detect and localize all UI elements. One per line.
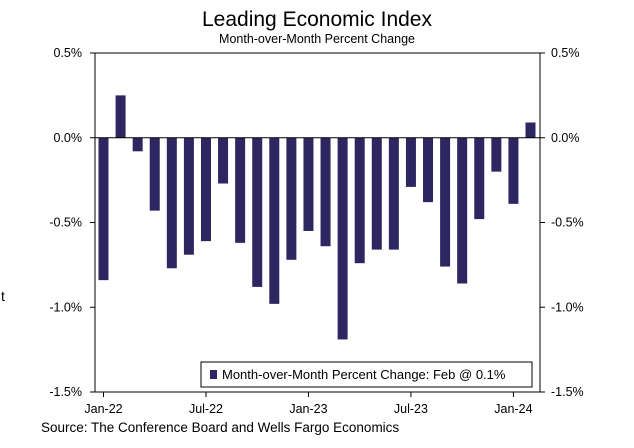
stray-text: t bbox=[1, 288, 5, 304]
bar bbox=[440, 137, 451, 267]
chart-title: Leading Economic Index bbox=[202, 8, 432, 31]
bar bbox=[508, 137, 519, 204]
y-tick-label-right: 0.0% bbox=[551, 131, 580, 145]
bar bbox=[115, 95, 126, 138]
bar bbox=[132, 137, 143, 152]
legend-label: Month-over-Month Percent Change: Feb @ 0… bbox=[222, 367, 506, 382]
bar bbox=[371, 137, 382, 250]
y-tick-label-left: 0.0% bbox=[54, 131, 83, 145]
x-tick-label: Jul-22 bbox=[189, 402, 223, 416]
y-axis-right: 0.5% 0.0% -0.5% -1.0% -1.5% bbox=[540, 46, 584, 399]
bar bbox=[98, 137, 109, 281]
bar bbox=[320, 137, 331, 247]
bar bbox=[252, 137, 263, 287]
bar bbox=[388, 137, 399, 250]
bar bbox=[166, 137, 177, 269]
bar bbox=[337, 137, 348, 340]
y-axis-left: 0.5% 0.0% -0.5% -1.0% -1.5% bbox=[49, 46, 95, 399]
bar bbox=[183, 137, 194, 255]
bar bbox=[491, 137, 502, 172]
bar bbox=[423, 137, 434, 203]
bar bbox=[218, 137, 229, 184]
bar bbox=[457, 137, 468, 284]
x-tick-label: Jan-23 bbox=[289, 402, 327, 416]
bar bbox=[303, 137, 314, 231]
x-tick-label: Jul-23 bbox=[394, 402, 428, 416]
y-tick-label-right: 0.5% bbox=[551, 46, 580, 60]
bar bbox=[286, 137, 297, 260]
y-tick-label-left: -0.5% bbox=[49, 216, 82, 230]
bar bbox=[235, 137, 246, 243]
y-tick-label-right: -0.5% bbox=[551, 216, 584, 230]
chart-subtitle: Month-over-Month Percent Change bbox=[219, 32, 415, 46]
y-tick-label-right: -1.0% bbox=[551, 300, 584, 314]
legend-swatch bbox=[210, 370, 217, 379]
bar bbox=[405, 137, 416, 187]
legend: Month-over-Month Percent Change: Feb @ 0… bbox=[200, 361, 533, 388]
y-tick-label-right: -1.5% bbox=[551, 385, 584, 399]
y-tick-label-left: -1.5% bbox=[49, 385, 82, 399]
x-tick-label: Jan-24 bbox=[494, 402, 532, 416]
x-axis: Jan-22 Jul-22 Jan-23 Jul-23 Jan-24 bbox=[84, 392, 533, 416]
x-tick-label: Jan-22 bbox=[84, 402, 122, 416]
bar bbox=[354, 137, 365, 264]
plot-area bbox=[94, 52, 541, 393]
bar bbox=[525, 122, 536, 138]
bar bbox=[269, 137, 280, 304]
bar-series bbox=[98, 95, 536, 340]
legend-box bbox=[200, 361, 533, 388]
bar bbox=[200, 137, 211, 242]
y-tick-label-left: -1.0% bbox=[49, 300, 82, 314]
source-note: Source: The Conference Board and Wells F… bbox=[41, 420, 399, 435]
y-tick-label-left: 0.5% bbox=[54, 46, 83, 60]
bar bbox=[149, 137, 160, 211]
bar bbox=[474, 137, 485, 220]
